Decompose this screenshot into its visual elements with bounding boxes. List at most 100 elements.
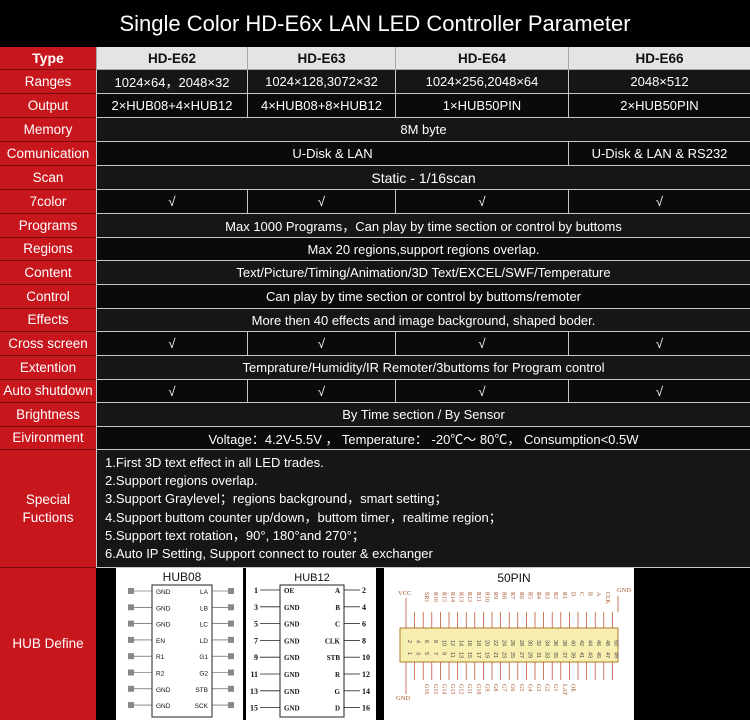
hub50-connector-body	[399, 627, 619, 663]
hub50-top-label: D	[569, 592, 575, 597]
hub50-pin-number: 31	[535, 652, 541, 658]
row-label: Comunication	[0, 142, 96, 166]
hub50-pin-number: 36	[552, 640, 558, 646]
row-label: Special Fuctions	[0, 450, 96, 568]
hub50-bottom-label: G16	[423, 684, 429, 694]
hub50-bottom-label: G13	[449, 684, 455, 694]
hub50-pin-number: 39	[569, 652, 575, 658]
hub12-pin-number: 3	[254, 603, 258, 612]
hub12-pin-number: 8	[362, 636, 366, 645]
hub50-top-label: R6	[518, 592, 524, 599]
model-hd-e63: HD-E63	[247, 47, 395, 70]
table-cell: 1024×256,2048×64	[395, 70, 568, 94]
table-cell: 2048×512	[568, 70, 750, 94]
hub50-bottom-label: G10	[475, 684, 481, 694]
pin-pad	[128, 702, 134, 709]
row-label: HUB Define	[0, 568, 96, 720]
check-cell: √	[395, 332, 568, 356]
hub12-pin-number: 13	[250, 687, 258, 696]
table-cell: Can play by time section or control by b…	[96, 285, 750, 309]
hub12-right-label: D	[335, 705, 340, 713]
hub50-pin-number: 30	[526, 640, 532, 646]
hub50-pin-number: 37	[561, 652, 567, 658]
hub50-pin-number: 23	[501, 652, 507, 658]
pin-pad	[228, 604, 234, 611]
pin-pad	[128, 653, 134, 660]
table-cell: By Time section / By Sensor	[96, 403, 750, 427]
hub50-pin-number: 33	[544, 652, 550, 658]
row-content: Content Text/Picture/Timing/Animation/3D…	[0, 261, 750, 285]
check-cell: √	[96, 190, 247, 214]
hub08-left-label: R1	[156, 654, 165, 661]
hub50-pin-number: 13	[458, 652, 464, 658]
hub50-pin-number: 38	[561, 640, 567, 646]
hub50-bottom-label: G1	[552, 684, 558, 691]
hub12-pin-number: 1	[254, 586, 258, 595]
hub50-pin-number: 16	[466, 640, 472, 646]
list-item: 2.Support regions overlap.	[105, 473, 258, 489]
hub50-top-label: A	[595, 592, 601, 597]
check-cell: √	[568, 380, 750, 403]
hub50-pin-number: 26	[509, 640, 515, 646]
hub50-pin-number: 20	[483, 640, 489, 646]
hub50-top-label: R2	[552, 592, 558, 599]
table-cell: 2×HUB50PIN	[568, 94, 750, 118]
hub50-bottom-label: OE	[569, 684, 575, 692]
hub50-bottom-label: G14	[440, 684, 446, 694]
model-hd-e62: HD-E62	[96, 47, 247, 70]
hub12-left-label: GND	[284, 621, 300, 629]
pin-pad	[228, 669, 234, 676]
row-memory: Memory 8M byte	[0, 118, 750, 142]
hub50-pin-number: 27	[518, 652, 524, 658]
row-scan: Scan Static - 1/16scan	[0, 166, 750, 190]
hub12-pin-number: 10	[362, 653, 370, 662]
hub50-pin-number: 34	[544, 640, 550, 646]
hub50-pin-number: 4	[415, 640, 421, 643]
row-label: Content	[0, 261, 96, 285]
table-cell: 1024×128,3072×32	[247, 70, 395, 94]
row-cross-screen: Cross screen √ √ √ √	[0, 332, 750, 356]
pin-pad	[128, 604, 134, 611]
list-item: 3.Support Graylevel；regions background，s…	[105, 491, 448, 507]
hub08-right-label: LB	[200, 605, 208, 612]
hub50-bottom-label: G11	[466, 684, 472, 694]
hub12-pin-number: 16	[362, 704, 370, 713]
hub08-title: HUB08	[163, 570, 202, 584]
special-label-line1: Special	[25, 491, 71, 507]
hub50-gnd-top-label: GND	[617, 587, 631, 594]
hub50-pin-number: 21	[492, 652, 498, 658]
hub50-pin-number: 25	[509, 652, 515, 658]
hub12-pin-number: 15	[250, 704, 258, 713]
hub50-pin-number: 3	[415, 652, 421, 655]
hub50-diagram: 50PIN 2143658710912111413161518172019222…	[384, 568, 634, 720]
check-cell: √	[395, 380, 568, 403]
hub50-pin-number: 18	[475, 640, 481, 646]
hub50-top-label: R9	[492, 592, 498, 599]
model-hd-e66: HD-E66	[568, 47, 750, 70]
hub50-pin-number: 22	[492, 640, 498, 646]
hub12-right-label: C	[335, 621, 340, 629]
hub12-title: HUB12	[294, 572, 329, 584]
hub50-pin-number: 50	[612, 640, 618, 646]
pin-pad	[228, 636, 234, 643]
hub12-left-label: GND	[284, 654, 300, 662]
hub12-pin-number: 2	[362, 586, 366, 595]
pin-pad	[128, 620, 134, 627]
hub50-bottom-label: G9	[483, 684, 489, 691]
hub08-right-label: STB	[195, 687, 208, 694]
hub12-pin-number: 5	[254, 620, 258, 629]
hub08-left-label: GND	[156, 605, 171, 612]
check-cell: √	[247, 190, 395, 214]
pin-pad	[228, 620, 234, 627]
check-cell: √	[96, 332, 247, 356]
hub50-pin-number: 45	[595, 652, 601, 658]
hub12-left-label: GND	[284, 637, 300, 645]
hub50-pin-number: 1	[406, 652, 412, 655]
hub08-left-label: GND	[156, 703, 171, 710]
row-control: Control Can play by time section or cont…	[0, 285, 750, 309]
table-cell: Static - 1/16scan	[96, 166, 750, 190]
special-functions-list: 1.First 3D text effect in all LED trades…	[96, 450, 750, 568]
hub50-bottom-label: LAT	[561, 684, 567, 695]
row-label: Output	[0, 94, 96, 118]
